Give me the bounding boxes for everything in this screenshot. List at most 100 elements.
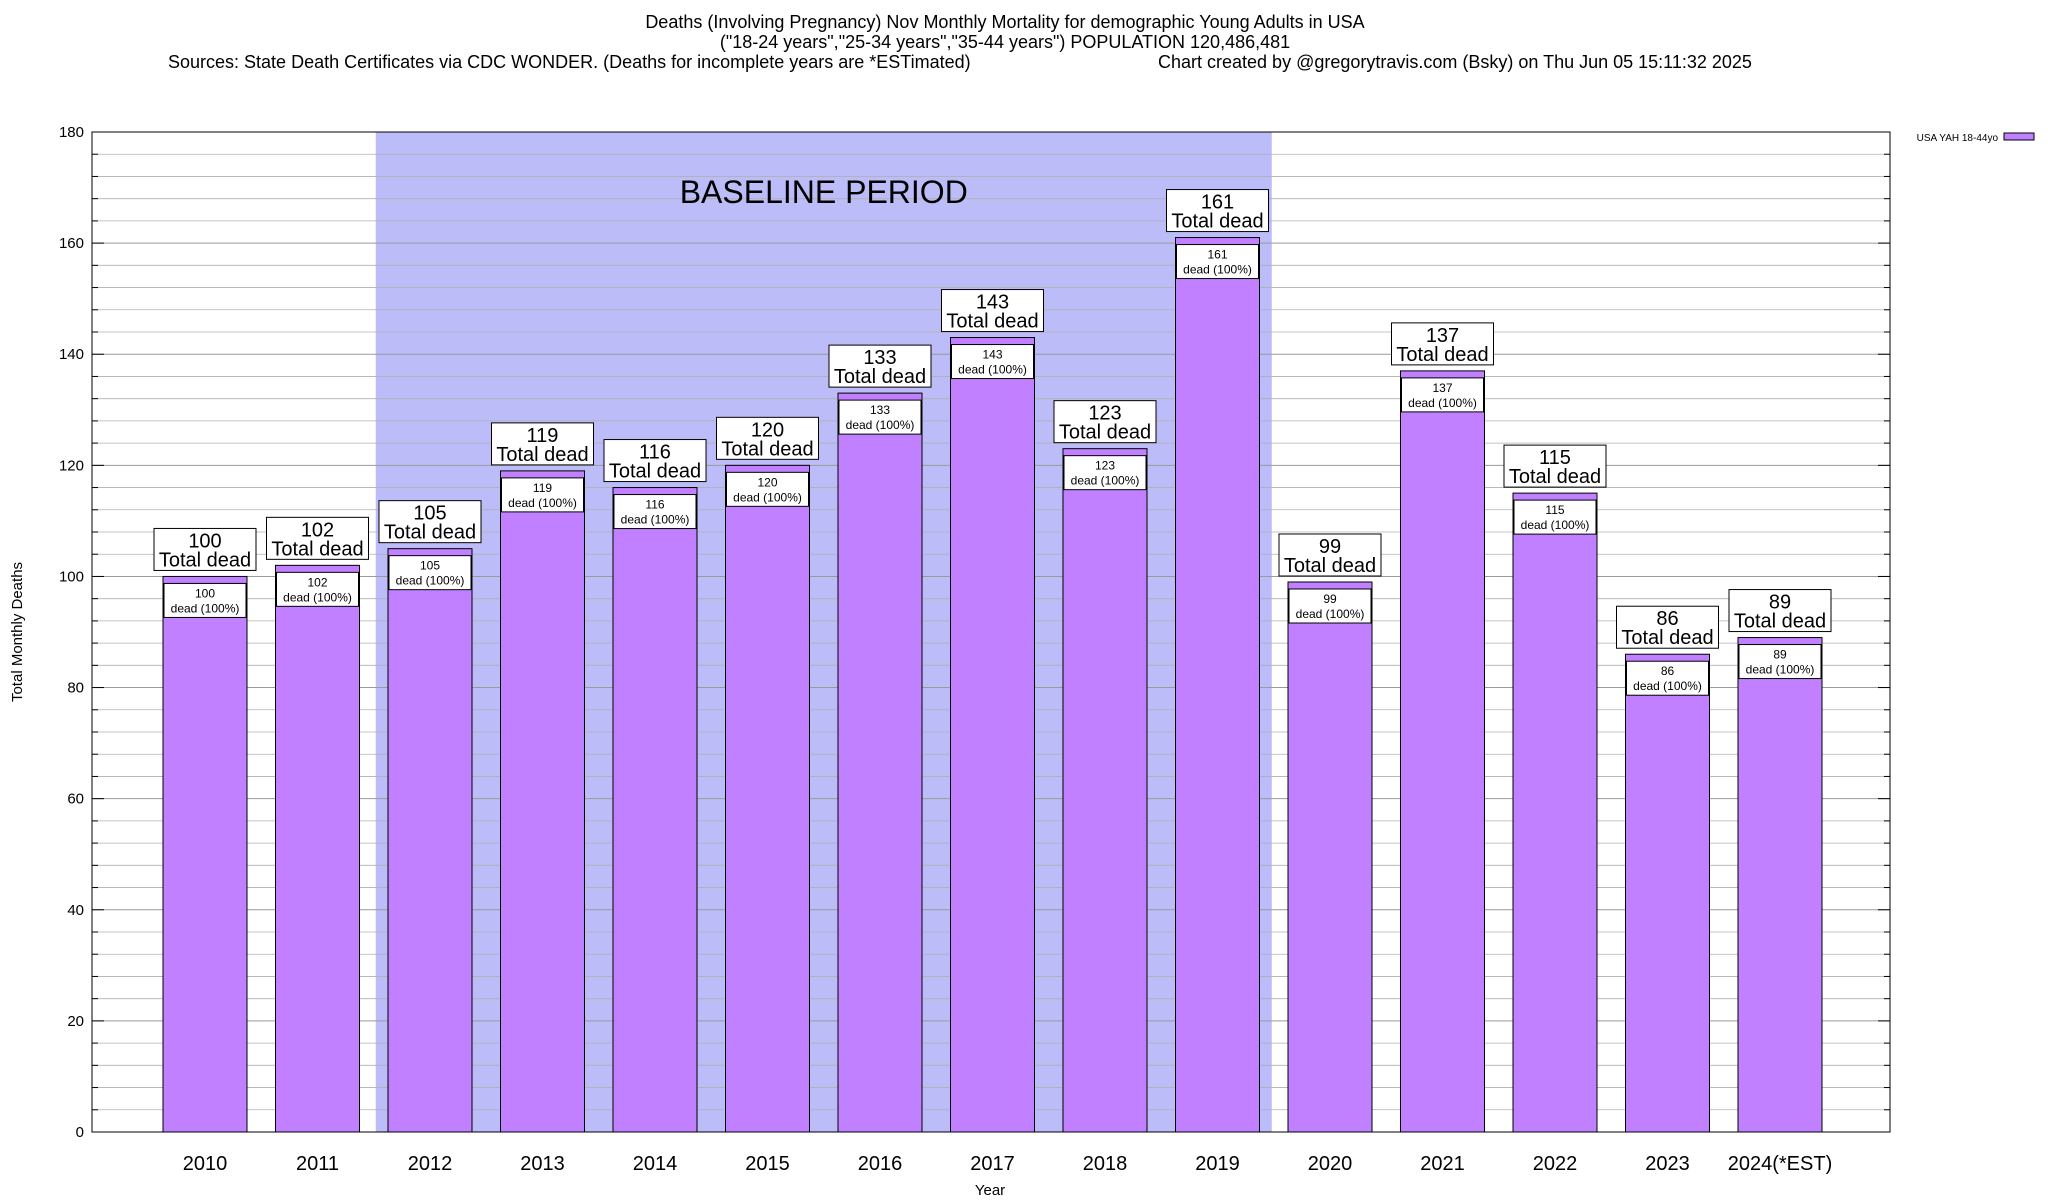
x-tick-label: 2015: [745, 1153, 790, 1175]
bar-inner-label: dead (100%): [846, 418, 915, 432]
bar-top-label-box: [716, 416, 819, 460]
y-axis-label: Total Monthly Deaths: [9, 562, 26, 702]
bar-inner-label: dead (100%): [958, 363, 1027, 377]
bar-top-label-box: [1391, 322, 1494, 366]
bar-inner-label: dead (100%): [508, 496, 577, 510]
y-tick-label: 160: [59, 235, 84, 252]
x-tick-label: 2012: [408, 1153, 453, 1175]
bar-top-value: 99: [1319, 536, 1341, 558]
bar-top-label: Total dead: [721, 438, 813, 460]
bar: [1512, 492, 1598, 1133]
bar-inner-value: 133: [870, 403, 890, 417]
bar-inner-label: dead (100%): [1746, 663, 1815, 677]
bar-inner-label-box: [951, 344, 1034, 380]
bar-inner-label-box: [1626, 660, 1709, 696]
bar-top-label: Total dead: [946, 311, 1038, 333]
bar-top-label-box: [1166, 189, 1269, 233]
bar-inner-value: 89: [1773, 648, 1787, 662]
y-tick-label: 40: [67, 902, 84, 919]
bar-top-label: Total dead: [1396, 344, 1488, 366]
bar-top-label-box: [153, 527, 257, 571]
y-tick-label: 120: [59, 457, 84, 474]
x-axis-label: Year: [975, 1182, 1005, 1199]
bar-top-label: Total dead: [1171, 211, 1263, 233]
bar-top-label: Total dead: [834, 366, 926, 388]
bar-inner-label-box: [1063, 455, 1147, 491]
bar: [950, 337, 1035, 1133]
bar-inner-label: dead (100%): [283, 590, 352, 604]
bar: [837, 392, 923, 1133]
x-tick-label: 2019: [1195, 1153, 1240, 1175]
bar-top-label: Total dead: [609, 461, 701, 483]
bar-inner-label: dead (100%): [1183, 263, 1252, 277]
bar-top-label: Total dead: [159, 549, 251, 571]
bar-top-value: 115: [1539, 447, 1571, 469]
x-tick-label: 2011: [296, 1153, 339, 1175]
bar-top-label-box: [266, 516, 369, 560]
bar: [1287, 581, 1373, 1133]
bar-top-value: 105: [413, 503, 446, 525]
bar-inner-label-box: [163, 582, 247, 618]
bar-top-label: Total dead: [1509, 466, 1601, 488]
bar-top-label: Total dead: [1621, 627, 1713, 649]
bar: [725, 464, 810, 1133]
bar-top-label: Total dead: [384, 522, 476, 544]
bar-top-value: 120: [751, 419, 784, 441]
x-tick-label: 2022: [1533, 1153, 1578, 1175]
bar-top-value: 119: [527, 425, 559, 447]
bar: [387, 548, 473, 1133]
bar-inner-label: dead (100%): [733, 490, 802, 504]
bar-inner-label: dead (100%): [396, 574, 465, 588]
bar-inner-value: 161: [1207, 248, 1227, 262]
y-tick-label: 100: [59, 568, 84, 585]
y-tick-label: 60: [67, 791, 84, 808]
bar-top-value: 133: [863, 347, 896, 369]
bar: [612, 487, 698, 1133]
legend-label: USA YAH 18-44yo: [1917, 133, 1999, 144]
bar-top-value: 86: [1656, 608, 1678, 630]
bar-top-label-box: [1278, 533, 1382, 577]
bar-inner-value: 120: [757, 475, 777, 489]
bar-inner-label-box: [838, 399, 922, 435]
bar-top-label: Total dead: [496, 444, 588, 466]
x-tick-label: 2023: [1645, 1153, 1690, 1175]
bar-inner-value: 116: [645, 498, 664, 512]
chart-title: Deaths (Involving Pregnancy) Nov Monthly…: [0, 12, 2010, 52]
bar-inner-value: 119: [533, 481, 552, 495]
bar-inner-label-box: [1738, 644, 1822, 680]
x-tick-label: 2014: [633, 1153, 678, 1175]
bar-inner-value: 115: [1545, 503, 1564, 517]
bar-inner-label-box: [1288, 588, 1372, 624]
bar: [1400, 370, 1485, 1133]
bar-top-value: 102: [301, 519, 334, 541]
bar-top-label: Total dead: [1059, 422, 1151, 444]
bar-inner-value: 123: [1095, 459, 1115, 473]
bar-inner-label: dead (100%): [1521, 518, 1590, 532]
bar-inner-label: dead (100%): [171, 601, 240, 615]
bar-inner-label: dead (100%): [1296, 607, 1365, 621]
bar-top-value: 89: [1769, 592, 1791, 614]
bar-inner-value: 99: [1323, 592, 1337, 606]
bar: [1737, 637, 1823, 1133]
x-tick-label: 2018: [1083, 1153, 1128, 1175]
bar-top-label-box: [1503, 444, 1607, 488]
chart-sources: Sources: State Death Certificates via CD…: [168, 52, 971, 72]
x-tick-label: 2010: [183, 1153, 228, 1175]
x-tick-label: 2021: [1420, 1153, 1465, 1175]
bar-top-value: 100: [188, 530, 221, 552]
bar-top-label: Total dead: [1284, 555, 1376, 577]
bar-inner-label-box: [1401, 377, 1484, 413]
chart-credit: Chart created by @gregorytravis.com (Bsk…: [1158, 52, 1752, 72]
bar-top-value: 116: [639, 442, 671, 464]
bar-top-value: 143: [976, 292, 1009, 314]
bar: [500, 470, 585, 1133]
bar-top-label-box: [941, 289, 1044, 333]
bar-inner-label: dead (100%): [1633, 679, 1702, 693]
y-tick-label: 80: [67, 680, 84, 697]
legend-swatch: [2003, 132, 2035, 141]
y-tick-label: 180: [59, 124, 84, 141]
x-tick-label: 2017: [970, 1153, 1015, 1175]
bar: [1175, 237, 1260, 1133]
bar-inner-label-box: [613, 494, 697, 530]
